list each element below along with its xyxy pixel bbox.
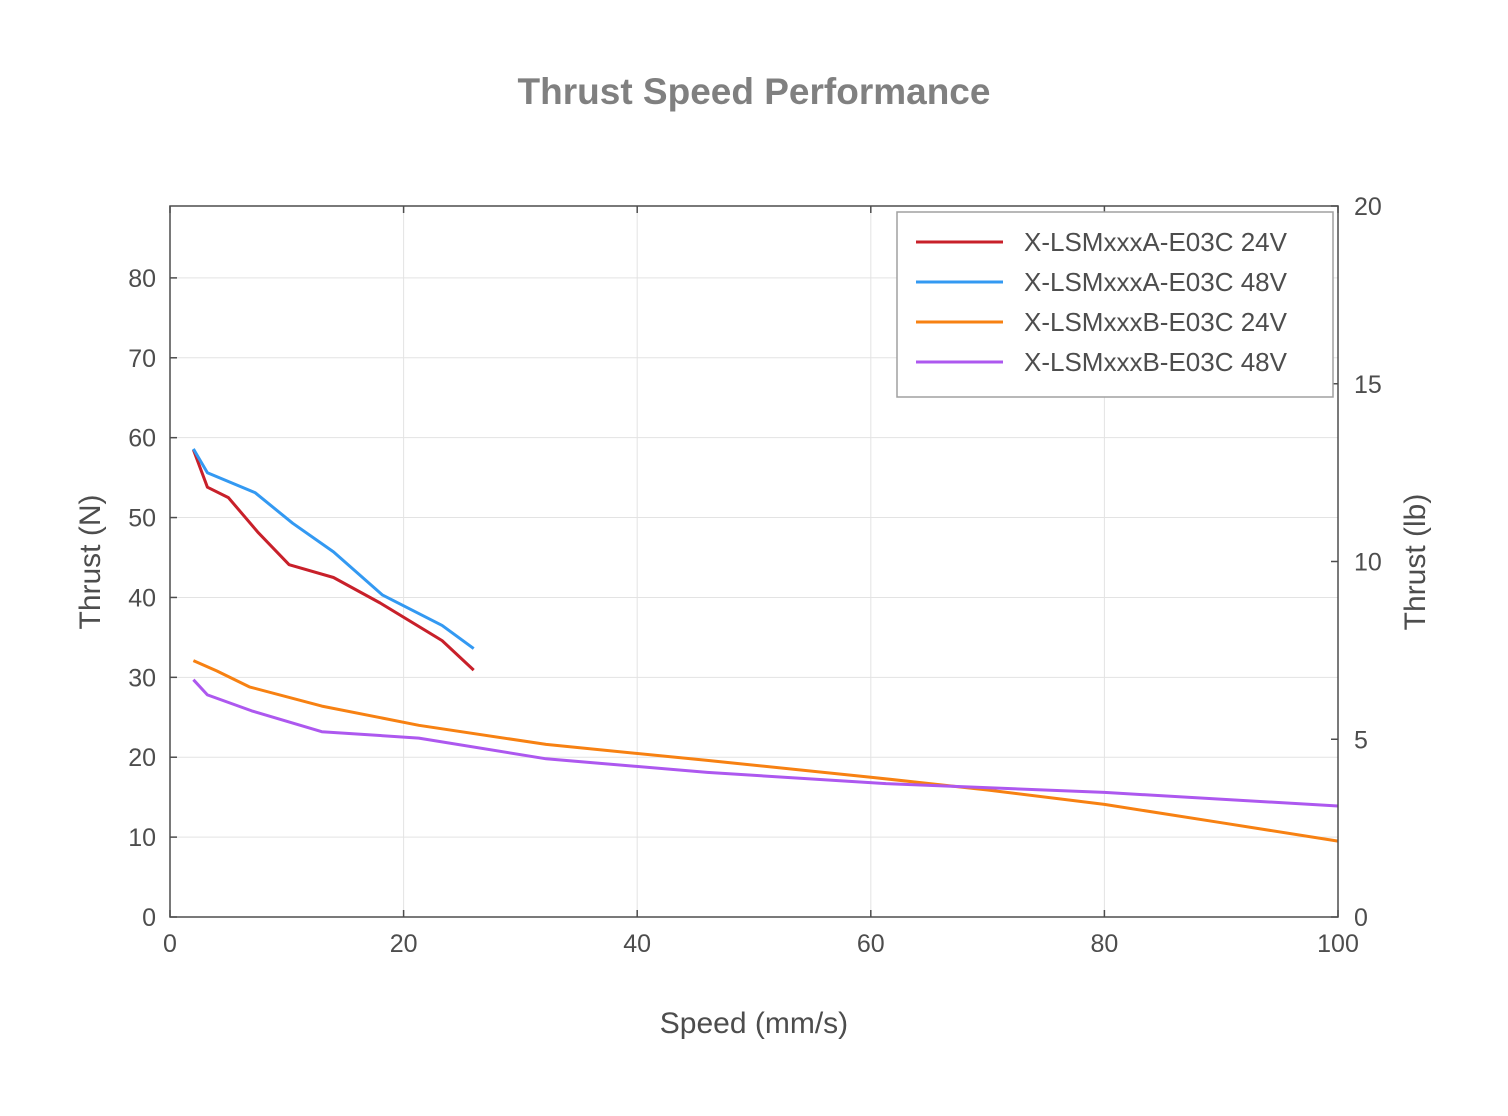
x-tick-label: 40 (623, 930, 651, 958)
grid (170, 206, 1338, 917)
series-line-4 (192, 678, 1339, 808)
legend-label-3: X-LSMxxxB-E03C 24V (1024, 307, 1288, 337)
x-tick-label: 100 (1317, 930, 1359, 958)
y-tick-label: 60 (128, 425, 156, 453)
y2-axis-label: Thrust (lb) (1399, 494, 1432, 631)
legend-label-4: X-LSMxxxB-E03C 48V (1024, 347, 1288, 377)
series-lines (191, 448, 1339, 843)
legend: X-LSMxxxA-E03C 24V X-LSMxxxA-E03C 48V X-LS… (896, 211, 1334, 398)
x-axis-label: Speed (mm/s) (660, 1007, 848, 1040)
y-tick-label: 30 (128, 664, 156, 692)
series-line-2 (192, 448, 475, 650)
y-tick-label: 80 (128, 265, 156, 293)
y-tick-label: 40 (128, 584, 156, 612)
y2-tick-label: 15 (1354, 371, 1382, 399)
y2-tick-label: 5 (1354, 726, 1368, 754)
y2-tick-label: 20 (1354, 193, 1382, 221)
x-tick-label: 60 (857, 930, 885, 958)
x-tick-label: 0 (163, 930, 177, 958)
y-tick-label: 50 (128, 505, 156, 533)
y2-tick-label: 0 (1354, 904, 1368, 932)
y-tick-label: 10 (128, 824, 156, 852)
series-line-1 (191, 449, 475, 672)
legend-label-2: X-LSMxxxA-E03C 48V (1024, 267, 1288, 297)
series-line-3 (192, 659, 1339, 843)
y-tick-label: 0 (142, 904, 156, 932)
legend-label-1: X-LSMxxxA-E03C 24V (1024, 227, 1288, 257)
chart-title: Thrust Speed Performance (518, 71, 991, 112)
y-tick-label: 20 (128, 744, 156, 772)
x-tick-label: 20 (390, 930, 418, 958)
axis-ticks (169, 205, 1339, 918)
y2-tick-label: 10 (1354, 549, 1382, 577)
y-tick-label: 70 (128, 345, 156, 373)
x-tick-label: 80 (1090, 930, 1118, 958)
y-axis-label: Thrust (N) (74, 495, 107, 630)
